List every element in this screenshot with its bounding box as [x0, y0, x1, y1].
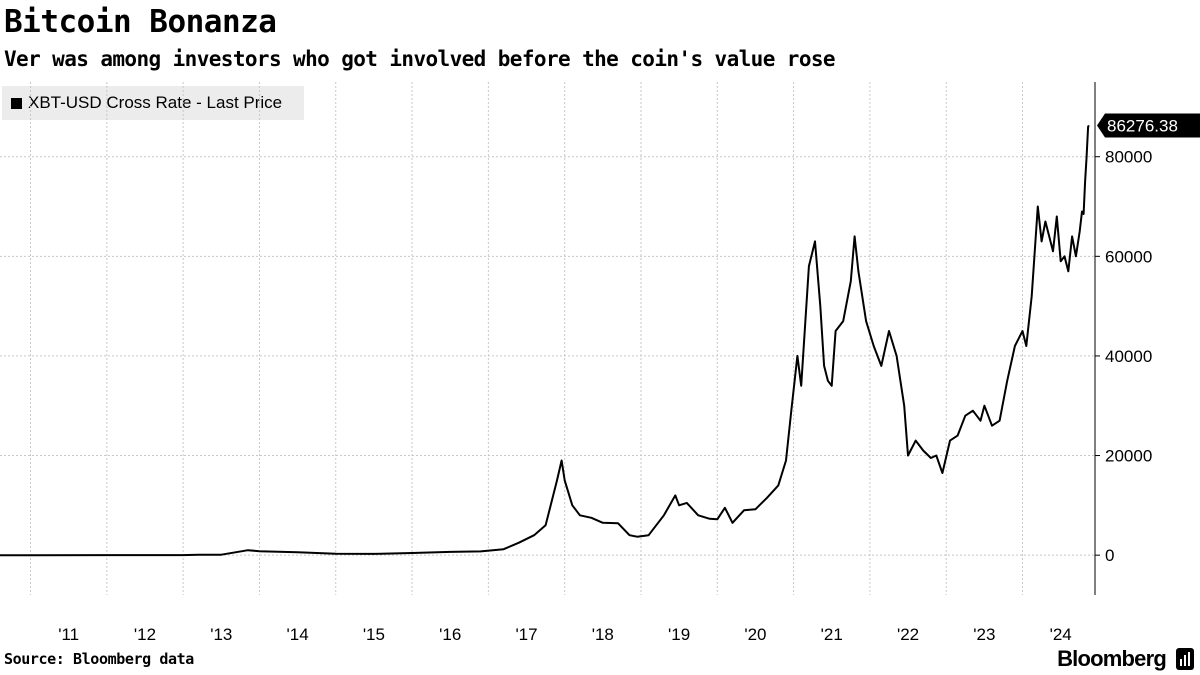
y-tick-label: 40000	[1105, 347, 1152, 366]
bar-chart-icon	[1176, 648, 1194, 670]
x-tick-label: '20	[744, 625, 766, 644]
chart-subtitle: Ver was among investors who got involved…	[4, 47, 836, 71]
x-tick-label: '15	[363, 625, 385, 644]
last-value-marker	[1097, 113, 1200, 138]
legend: XBT-USD Cross Rate - Last Price	[2, 86, 304, 120]
x-tick-label: '18	[592, 625, 614, 644]
y-tick-label: 80000	[1105, 148, 1152, 167]
last-value-label: 86276.38	[1107, 116, 1178, 135]
x-tick-label: '16	[439, 625, 461, 644]
legend-swatch	[11, 97, 22, 109]
y-tick-label: 0	[1105, 546, 1114, 565]
x-tick-label: '24	[1050, 625, 1072, 644]
x-tick-label: '19	[668, 625, 690, 644]
x-tick-label: '14	[287, 625, 309, 644]
x-tick-label: '17	[515, 625, 537, 644]
price-series-line	[0, 124, 1090, 557]
chart-title: Bitcoin Bonanza	[4, 4, 277, 40]
brand-logo-text: Bloomberg	[1057, 646, 1167, 671]
legend-label: XBT-USD Cross Rate - Last Price	[28, 93, 283, 112]
x-tick-label: '23	[973, 625, 995, 644]
y-tick-label: 60000	[1105, 247, 1152, 266]
x-tick-label: '11	[58, 625, 79, 644]
x-tick-label: '21	[821, 625, 843, 644]
x-tick-label: '13	[210, 625, 232, 644]
x-tick-label: '12	[134, 625, 156, 644]
source-note: Source: Bloomberg data	[4, 650, 194, 668]
x-tick-label: '22	[897, 625, 919, 644]
y-tick-label: 20000	[1105, 447, 1152, 466]
